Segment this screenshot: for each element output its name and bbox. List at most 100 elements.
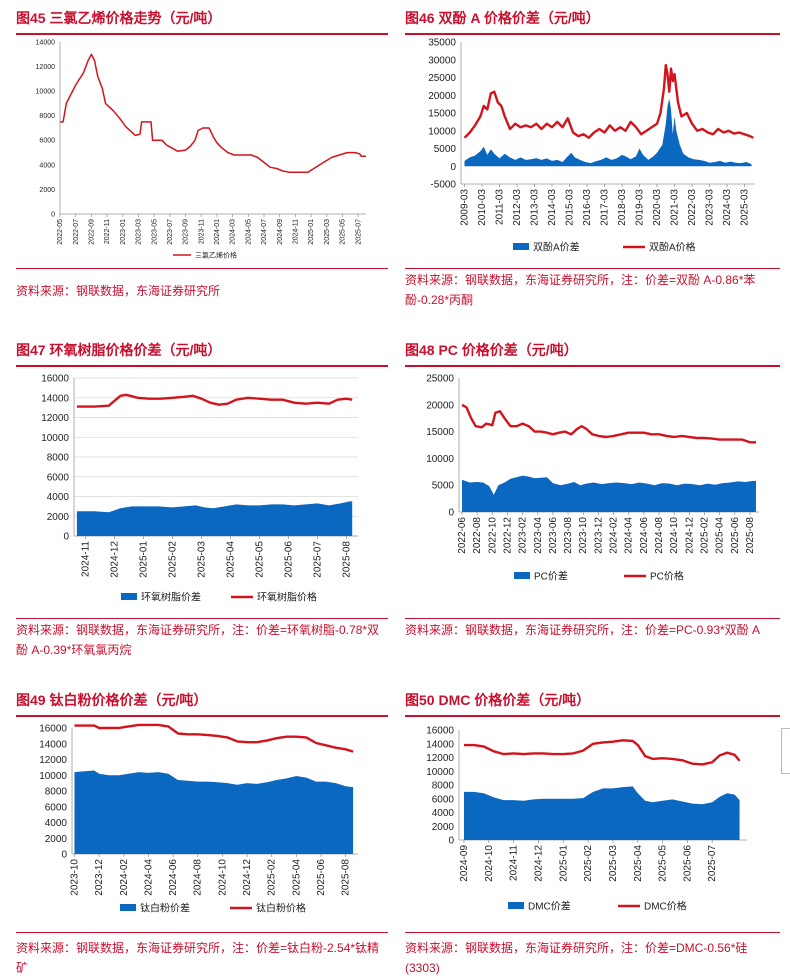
x-tick-label: 2024-09 bbox=[277, 219, 284, 245]
y-tick-label: 0 bbox=[448, 508, 454, 519]
title-divider bbox=[16, 365, 388, 367]
source-note: 资料来源：钢联数据，东海证券研究所，注：价差=钛白粉-2.54*钛精矿 bbox=[16, 941, 380, 975]
trichloroethylene-chart: 0 2000 4000 6000 8000 10000 12000 14000 2022-05 2… bbox=[36, 39, 366, 260]
x-tick-label: 2025-08 bbox=[745, 517, 756, 554]
y-tick-label: 4000 bbox=[47, 492, 70, 503]
legend-label: DMC价格 bbox=[644, 900, 687, 913]
page-title: 图46 双酚 A 价格价差（元/吨） bbox=[405, 10, 600, 26]
x-tick-label: 2023-12 bbox=[593, 517, 604, 554]
price-line bbox=[76, 393, 353, 408]
x-tick-label: 2022-07 bbox=[73, 219, 80, 245]
x-tick-label: 2024-09 bbox=[459, 845, 470, 882]
page-title: 图50 DMC 价格价差（元/吨） bbox=[405, 692, 591, 708]
y-tick-label: 14000 bbox=[39, 739, 67, 750]
y-tick-label: 0 bbox=[63, 532, 69, 543]
x-tick-label: 2025-04 bbox=[633, 845, 644, 882]
x-tick-label: 2025-02 bbox=[267, 859, 278, 896]
y-tick-label: 30000 bbox=[428, 55, 456, 66]
x-tick-label: 2022-10 bbox=[487, 517, 498, 554]
y-tick-label: 8000 bbox=[45, 787, 68, 798]
y-tick-label: 25000 bbox=[426, 374, 454, 385]
x-tick-label: 2025-06 bbox=[283, 541, 294, 578]
page-title: 图49 钛白粉价格价差（元/吨） bbox=[16, 692, 208, 708]
x-tick-label: 2010-03 bbox=[477, 189, 488, 226]
x-tick-label: 2024-12 bbox=[242, 859, 253, 896]
x-tick-label: 2025-03 bbox=[740, 189, 751, 226]
panel-bisphenol-a: 图46 双酚 A 价格价差（元/吨） -5000 0 5000 10000 15000 2… bbox=[405, 8, 780, 328]
panel-titanium-dioxide: 图49 钛白粉价格价差（元/吨） 0 2000 4000 6000 8000 10000 1… bbox=[16, 690, 388, 980]
titanium-dioxide-chart: 0 2000 4000 6000 8000 10000 12000 14000 16000 202… bbox=[39, 724, 358, 915]
x-tick-label: 2025-04 bbox=[225, 541, 236, 578]
x-tick-label: 2024-08 bbox=[654, 517, 665, 554]
x-tick-label: 2023-10 bbox=[69, 859, 80, 896]
x-tick-label: 2025-06 bbox=[730, 517, 741, 554]
y-tick-label: 8000 bbox=[432, 781, 455, 792]
y-tick-label: 14000 bbox=[41, 393, 69, 404]
y-tick-label: 20000 bbox=[426, 400, 454, 411]
y-tick-label: 14000 bbox=[426, 739, 454, 750]
x-tick-label: 2015-03 bbox=[565, 189, 576, 226]
title-divider bbox=[405, 365, 780, 367]
x-tick-label: 2024-11 bbox=[509, 845, 520, 881]
x-tick-label: 2022-08 bbox=[472, 517, 483, 554]
x-tick-label: 2013-03 bbox=[530, 189, 541, 226]
x-tick-label: 2023-10 bbox=[578, 517, 589, 554]
x-tick-label: 2017-03 bbox=[600, 189, 611, 226]
x-tick-label: 2024-11 bbox=[292, 219, 299, 244]
legend-label: 三氯乙烯价格 bbox=[195, 251, 237, 260]
x-tick-label: 2011-03 bbox=[495, 189, 506, 225]
y-tick-label: 10000 bbox=[39, 771, 67, 782]
source-divider bbox=[16, 618, 388, 619]
legend-label: PC价差 bbox=[534, 570, 568, 583]
y-tick-label: 2000 bbox=[47, 512, 70, 523]
legend-label: 钛白粉价差 bbox=[140, 902, 190, 915]
spread-area bbox=[76, 501, 353, 536]
spread-area bbox=[74, 770, 354, 854]
x-tick-label: 2025-03 bbox=[197, 541, 208, 578]
price-line bbox=[60, 53, 366, 173]
legend-label: PC价格 bbox=[650, 570, 684, 583]
x-tick-label: 2022-03 bbox=[687, 189, 698, 226]
panel-trichloroethylene: 图45 三氯乙烯价格走势（元/吨） 0 2000 4000 6000 8000 10000… bbox=[16, 8, 388, 328]
y-tick-label: 4000 bbox=[432, 808, 455, 819]
x-tick-label: 2024-12 bbox=[684, 517, 695, 554]
pc-chart: 0 5000 10000 15000 20000 25000 2022-06 2022-08 2… bbox=[426, 374, 759, 583]
x-tick-label: 2014-03 bbox=[547, 189, 558, 226]
y-tick-label: 15000 bbox=[426, 427, 454, 438]
y-tick-label: 10000 bbox=[36, 89, 56, 96]
x-tick-label: 2009-03 bbox=[460, 189, 471, 226]
source-note: 资料来源：钢联数据，东海证券研究所，注：价差=环氧树脂-0.78*双酚 A-0.… bbox=[16, 623, 380, 657]
source-note: 资料来源：钢联数据，东海证券研究所，注：价差=PC-0.93*双酚 A bbox=[405, 623, 761, 637]
x-tick-label: 2023-02 bbox=[518, 517, 529, 554]
legend-label: 环氧树脂价差 bbox=[141, 591, 201, 604]
y-tick-label: 10000 bbox=[428, 126, 456, 137]
x-tick-label: 2024-04 bbox=[624, 517, 635, 554]
x-tick-label: 2023-07 bbox=[167, 219, 174, 245]
x-tick-label: 2024-12 bbox=[110, 541, 121, 578]
y-tick-label: 12000 bbox=[39, 755, 67, 766]
source-divider bbox=[16, 932, 388, 933]
y-tick-label: 14000 bbox=[36, 39, 56, 46]
y-tick-label: 6000 bbox=[45, 802, 68, 813]
side-scroll-tab[interactable] bbox=[781, 728, 790, 774]
epoxy-resin-chart: 0 2000 4000 6000 8000 10000 12000 14000 16000 202… bbox=[41, 374, 358, 604]
y-tick-label: 4000 bbox=[45, 818, 68, 829]
x-tick-label: 2025-07 bbox=[355, 219, 362, 245]
price-line bbox=[464, 739, 741, 766]
source-note: 资料来源：钢联数据，东海证券研究所，注：价差=DMC-0.56*硅(3303) bbox=[405, 941, 748, 975]
x-tick-label: 2024-08 bbox=[193, 859, 204, 896]
x-tick-label: 2024-04 bbox=[143, 859, 154, 896]
y-tick-label: 4000 bbox=[39, 162, 55, 169]
x-tick-label: 2025-02 bbox=[168, 541, 179, 578]
x-tick-label: 2025-05 bbox=[254, 541, 265, 578]
x-tick-label: 2025-03 bbox=[324, 219, 331, 245]
x-tick-label: 2024-10 bbox=[669, 517, 680, 554]
x-tick-label: 2024-06 bbox=[168, 859, 179, 896]
x-tick-label: 2023-06 bbox=[548, 517, 559, 554]
panel-pc: 图48 PC 价格价差（元/吨） 0 5000 10000 15000 20000 250… bbox=[405, 340, 780, 660]
x-tick-label: 2023-12 bbox=[94, 859, 105, 896]
x-tick-label: 2020-03 bbox=[652, 189, 663, 226]
x-tick-label: 2021-03 bbox=[670, 189, 681, 226]
y-tick-label: 0 bbox=[61, 850, 67, 861]
x-tick-label: 2022-06 bbox=[457, 517, 468, 554]
